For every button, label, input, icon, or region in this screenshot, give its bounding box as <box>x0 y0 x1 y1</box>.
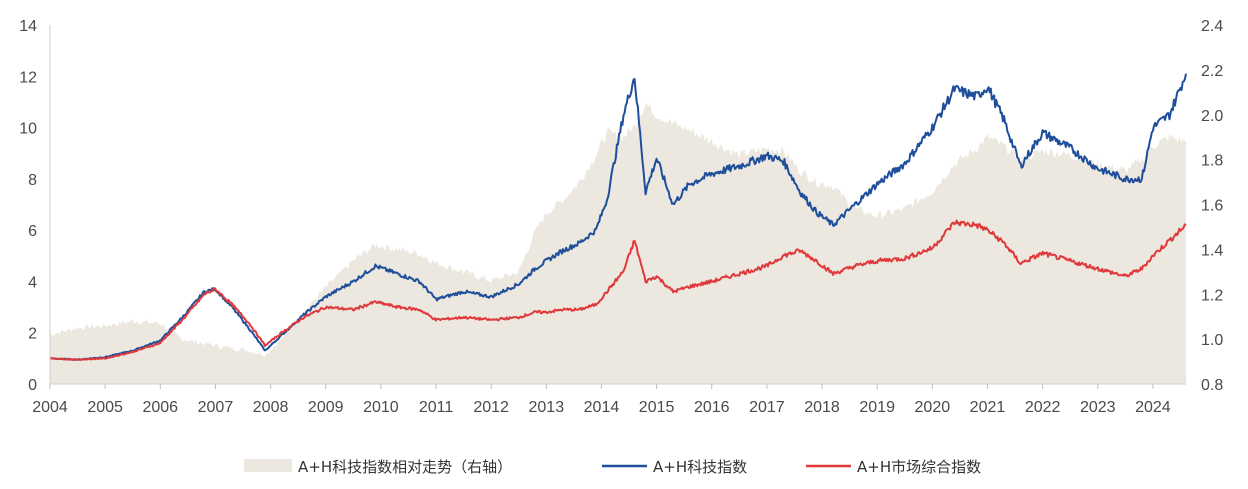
y-left-tick-label: 4 <box>28 274 37 291</box>
x-tick-label: 2005 <box>87 399 123 416</box>
axis-layer: 0 2 4 6 8 10 12 14 0.8 1.0 1.2 1.4 1.6 1.8 2.0 2.2 2.4 20… <box>19 18 1223 416</box>
y-right-tick-label: 1.8 <box>1201 153 1223 170</box>
x-tick-label: 2004 <box>32 399 68 416</box>
x-tick-label: 2006 <box>142 399 178 416</box>
y-left-tick-label: 12 <box>19 69 37 86</box>
y-right-tick-label: 0.8 <box>1201 377 1223 394</box>
legend-label: A+H科技指数 <box>653 458 747 476</box>
y-right-tick-label: 1.2 <box>1201 287 1223 304</box>
x-tick-label: 2017 <box>749 399 785 416</box>
legend-swatch-area <box>244 459 292 472</box>
x-tick-label: 2016 <box>694 399 730 416</box>
area-layer <box>50 103 1186 384</box>
x-tick-label: 2014 <box>584 399 620 416</box>
x-tick-label: 2008 <box>253 399 289 416</box>
y-left-tick-label: 6 <box>28 223 37 240</box>
legend-label: A+H市场综合指数 <box>857 458 981 476</box>
y-right-tick-label: 2.2 <box>1201 63 1223 80</box>
x-tick-label: 2018 <box>804 399 840 416</box>
market-index-line <box>49 219 1187 361</box>
y-left-tick-label: 10 <box>19 121 37 138</box>
y-left-tick-label: 14 <box>19 18 37 35</box>
y-right-tick-label: 2.0 <box>1201 108 1223 125</box>
y-right-tick-label: 1.4 <box>1201 242 1223 259</box>
x-tick-label: 2007 <box>198 399 234 416</box>
line-layer <box>49 73 1187 361</box>
legend-label: A+H科技指数相对走势（右轴） <box>298 458 512 476</box>
relative-trend-area <box>50 103 1186 384</box>
x-tick-label: 2011 <box>419 399 454 416</box>
x-tick-label: 2020 <box>915 399 951 416</box>
y-right-tick-label: 1.0 <box>1201 332 1223 349</box>
y-left-tick-label: 0 <box>28 377 37 394</box>
x-tick-label: 2021 <box>970 399 1006 416</box>
x-tick-label: 2023 <box>1080 399 1116 416</box>
y-right-tick-label: 1.6 <box>1201 198 1223 215</box>
x-tick-label: 2012 <box>473 399 509 416</box>
x-tick-label: 2009 <box>308 399 344 416</box>
x-tick-label: 2010 <box>363 399 399 416</box>
tech-index-line <box>49 73 1187 361</box>
x-tick-label: 2024 <box>1135 399 1171 416</box>
y-right-tick-label: 2.4 <box>1201 18 1223 35</box>
x-tick-label: 2019 <box>859 399 895 416</box>
y-left-tick-label: 8 <box>28 172 37 189</box>
x-tick-label: 2022 <box>1025 399 1061 416</box>
legend: A+H科技指数相对走势（右轴） A+H科技指数 A+H市场综合指数 <box>244 458 981 476</box>
y-left-tick-label: 2 <box>28 326 37 343</box>
x-tick-label: 2013 <box>529 399 565 416</box>
x-tick-label: 2015 <box>639 399 675 416</box>
